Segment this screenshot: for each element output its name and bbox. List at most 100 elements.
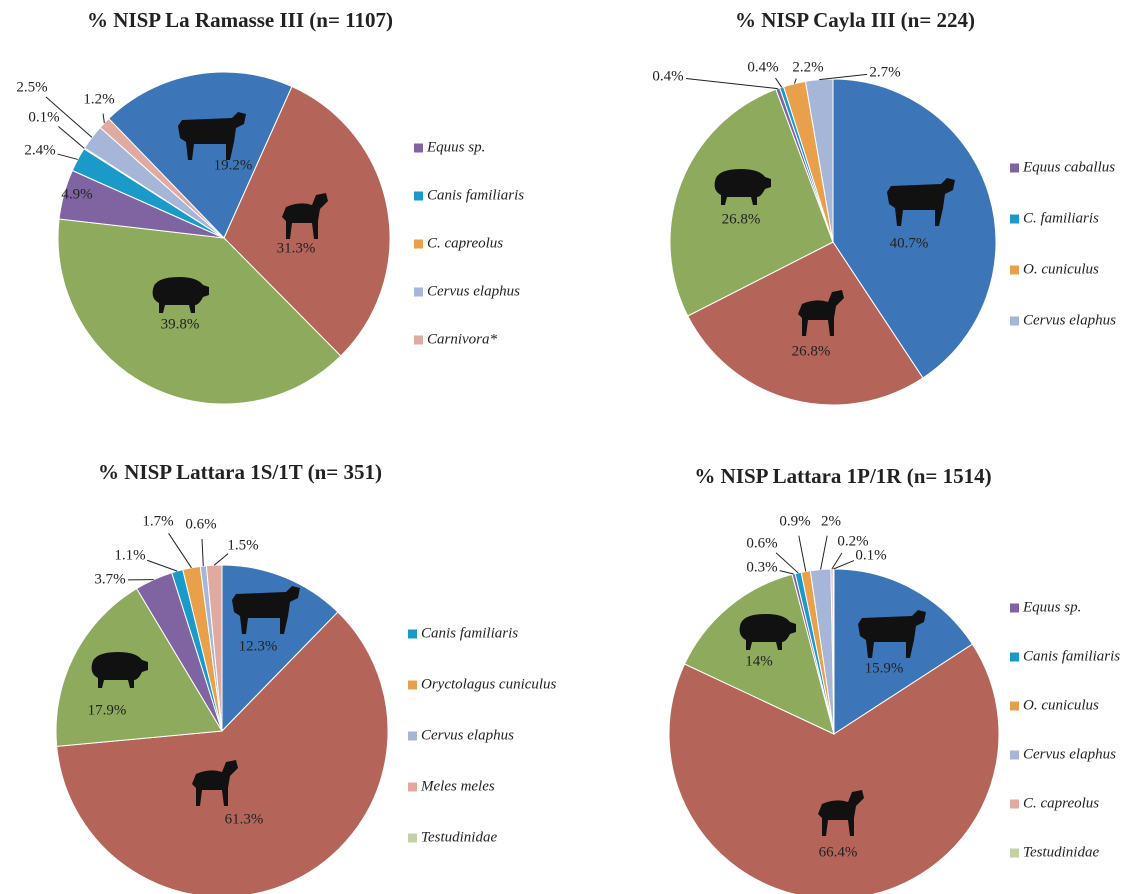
data-label: 0.9% [779,513,810,529]
legend-swatch [1010,265,1019,275]
chart-title: % NISP Lattara 1P/1R (n= 1514) [694,464,991,488]
leader-line [779,570,794,575]
legend-label: Testudinidae [421,829,497,845]
legend-swatch [414,239,423,249]
data-label: 39.8% [161,316,200,332]
legend-swatch [408,833,417,843]
animal-icon [232,586,300,634]
data-label: 31.3% [277,240,316,256]
legend-label: Meles meles [420,778,495,794]
data-label: 2.5% [16,79,47,95]
legend-label: C. capreolus [1023,795,1099,811]
leader-line [775,77,783,88]
pie-slice [668,643,1000,894]
pie-slice [57,218,342,405]
legend-swatch [1010,848,1019,858]
legend-swatch [408,629,417,639]
data-label: 0.4% [652,68,683,84]
data-label: 2.7% [869,64,900,80]
leader-line [831,552,843,570]
legend-swatch [414,143,423,153]
legend-swatch [1010,603,1019,613]
leader-line [168,533,192,569]
chart-title: % NISP Lattara 1S/1T (n= 351) [98,460,382,484]
animal-icon [192,760,238,806]
data-label: 40.7% [890,235,929,251]
data-label: 0.3% [746,559,777,575]
animal-icon [739,614,796,650]
animal-icon [818,790,864,836]
animal-icon [714,169,771,205]
pie-slice [107,71,293,239]
chart-title: % NISP La Ramasse III (n= 1107) [87,8,393,32]
data-label: 0.4% [747,59,778,75]
data-label: 26.8% [792,343,831,359]
pie-slice [669,88,834,317]
data-label: 14% [745,653,773,669]
leader-line [685,77,778,90]
legend-swatch [408,680,417,690]
legend-label: Canis familiaris [421,625,518,641]
leader-line [775,552,799,574]
legend-swatch [1010,163,1019,173]
legend-label: Cervus elaphus [427,283,520,299]
data-label: 26.8% [722,211,761,227]
legend-swatch [1010,799,1019,809]
animal-icon [178,112,246,160]
data-label: 4.9% [61,186,92,202]
leader-line [819,73,868,81]
animal-icon [858,610,926,658]
legend-label: Canis familiaris [427,187,524,203]
data-label: 3.7% [94,571,125,587]
legend-label: Equus sp. [1022,599,1081,615]
data-label: 12.3% [239,638,278,654]
data-label: 2.2% [792,59,823,75]
pie-slice [833,568,974,735]
chart-title: % NISP Cayla III (n= 224) [735,8,975,32]
leader-line [793,78,797,84]
leader-line [833,560,855,570]
leader-line [57,153,78,160]
legend-swatch [1010,316,1019,326]
data-label: 19.2% [214,157,253,173]
leader-line [45,96,93,138]
legend-label: O. cuniculus [1023,261,1099,277]
leader-line [201,538,204,567]
legend-swatch [414,191,423,201]
data-label: 1.2% [83,91,114,107]
data-label: 2.4% [24,142,55,158]
data-label: 0.2% [837,533,868,549]
animal-icon [887,178,955,226]
data-label: 66.4% [819,844,858,860]
legend-label: Equus caballus [1022,159,1115,175]
leader-line [798,535,807,572]
leader-line [820,535,828,570]
data-label: 0.1% [855,547,886,563]
legend-label: Oryctolagus cuniculus [421,676,557,692]
animal-icon [282,193,328,239]
legend-label: C. capreolus [427,235,503,251]
legend-label: C. familiaris [1023,210,1099,226]
data-label: 1.7% [142,513,173,529]
legend-swatch [1010,750,1019,760]
data-label: 0.1% [28,109,59,125]
legend-label: Cervus elaphus [1023,746,1116,762]
data-label: 0.6% [185,516,216,532]
legend-label: Canis familiaris [1023,648,1120,664]
legend-swatch [408,782,417,792]
data-label: 0.6% [746,535,777,551]
data-label: 2% [821,513,841,529]
leader-line [146,559,178,572]
animal-icon [152,277,209,313]
pie-slice [56,611,389,894]
leader-line [213,553,229,566]
animal-icon [798,290,844,336]
legend-label: Testudinidae [1023,844,1099,860]
legend-label: Carnivora* [427,331,498,347]
leader-line [102,113,105,124]
legend-label: Cervus elaphus [421,727,514,743]
legend-swatch [414,335,423,345]
data-label: 1.1% [114,547,145,563]
data-label: 15.9% [865,660,904,676]
